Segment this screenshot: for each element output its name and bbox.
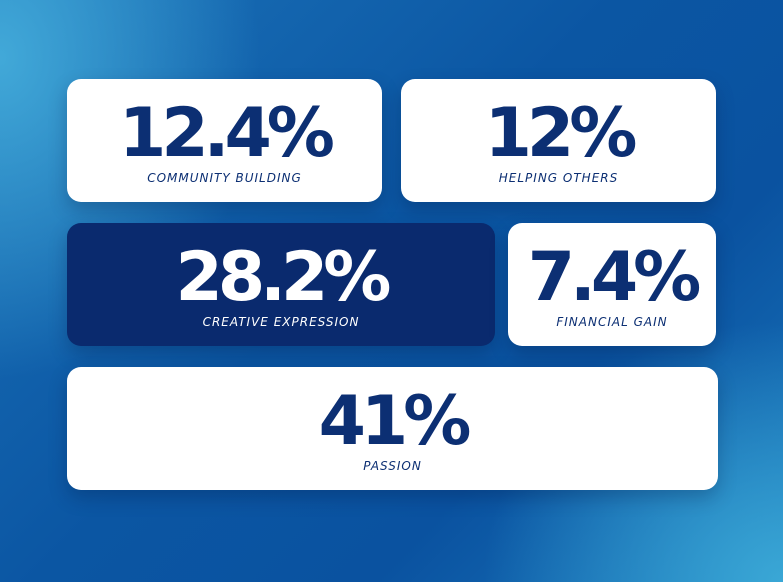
stat-card: 28.2% CREATIVE EXPRESSION — [67, 223, 495, 346]
stat-value: 7.4% — [527, 237, 702, 317]
stat-label: PASSION — [363, 458, 422, 473]
stat-card: 12.4% COMMUNITY BUILDING — [67, 79, 382, 202]
stat-card: 41% PASSION — [67, 367, 718, 490]
stat-label: COMMUNITY BUILDING — [147, 170, 302, 185]
stat-value: 41% — [318, 381, 472, 461]
stat-value: 28.2% — [175, 237, 392, 317]
stat-label: FINANCIAL GAIN — [556, 314, 668, 329]
stat-value: 12.4% — [119, 93, 335, 173]
stat-card: 12% HELPING OTHERS — [401, 79, 716, 202]
stat-value: 12% — [484, 93, 638, 173]
stat-label: HELPING OTHERS — [498, 170, 619, 185]
stat-card: 7.4% FINANCIAL GAIN — [508, 223, 716, 346]
stat-label: CREATIVE EXPRESSION — [202, 314, 360, 329]
